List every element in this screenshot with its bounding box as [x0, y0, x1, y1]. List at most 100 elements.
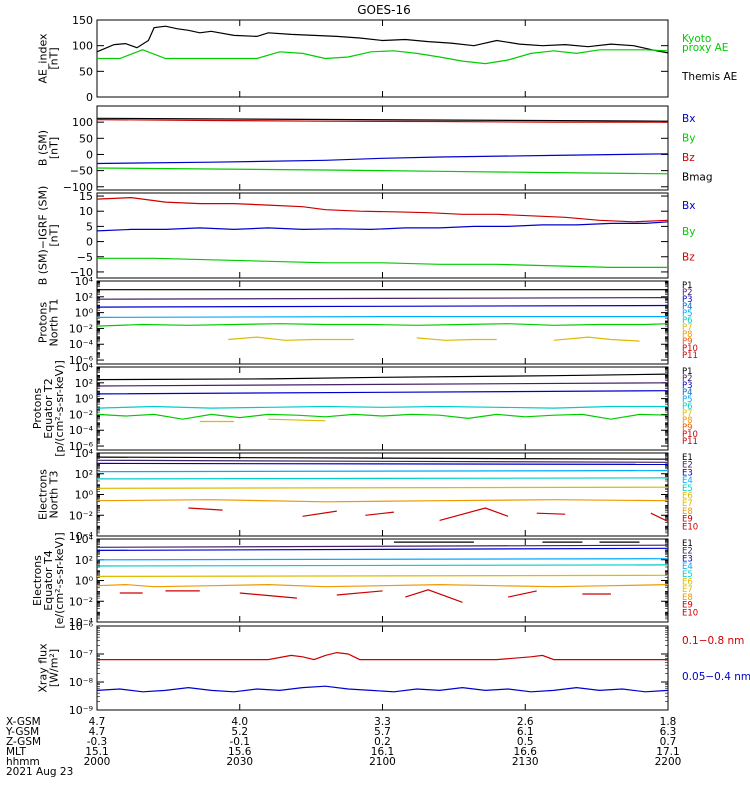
- y-tick-label: 10⁻²: [69, 509, 93, 522]
- data-series-line: [96, 297, 669, 300]
- legend-entry: 0.1−0.8 nm: [682, 635, 744, 647]
- legend-entry: P3: [682, 295, 693, 305]
- data-series-line: [96, 405, 668, 409]
- legend-entry: Bz: [682, 152, 695, 164]
- data-series-line: [96, 499, 669, 503]
- y-tick-label: 10⁴: [75, 447, 94, 460]
- data-series-line: [96, 373, 669, 381]
- y-tick-label: −100: [63, 181, 93, 194]
- y-tick-label: 50: [79, 132, 93, 145]
- data-series-line: [96, 323, 669, 327]
- legend-entry: E9: [682, 515, 693, 525]
- y-tick-label: 10⁴: [75, 361, 94, 374]
- legend-entry: E6: [682, 578, 693, 588]
- legend-entry: Bx: [682, 200, 695, 212]
- y-tick-label: −50: [70, 165, 93, 178]
- footer-value: 0.2: [374, 736, 391, 748]
- y-axis-label: B (SM): [37, 130, 50, 166]
- y-tick-label: 10⁰: [75, 393, 94, 406]
- legend-entry: Kyoto: [682, 33, 711, 45]
- y-tick-label: 10⁰: [75, 307, 94, 320]
- footer-value: 2.6: [517, 716, 534, 728]
- y-tick-label: 10²: [75, 377, 93, 390]
- y-tick-label: 0: [86, 91, 93, 104]
- data-series-line: [302, 510, 337, 517]
- y-tick-label: 10²: [75, 291, 93, 304]
- y-axis-label: Protons: [31, 388, 44, 429]
- footer-value: 2030: [226, 756, 253, 768]
- y-axis-label: Xray flux: [37, 643, 50, 693]
- legend-entry: E8: [682, 593, 693, 603]
- legend-entry: E7: [682, 499, 693, 509]
- legend-entry: E9: [682, 601, 693, 611]
- y-axis-label: [W/m²]: [48, 649, 61, 687]
- data-series-line: [96, 477, 669, 480]
- data-series-line: [96, 486, 669, 489]
- y-axis-label: AE_index: [37, 33, 50, 84]
- y-tick-label: 100: [72, 40, 93, 53]
- data-series-line: [416, 337, 497, 341]
- y-tick-label: 10⁻²: [69, 322, 93, 335]
- data-series-line: [96, 117, 669, 122]
- data-series-line: [96, 583, 669, 588]
- y-tick-label: 10²: [75, 554, 93, 567]
- data-series-line: [336, 590, 383, 596]
- date-label: 2021 Aug 23: [6, 766, 73, 778]
- y-axis-label: [p/(cm²-s-sr-keV)]: [53, 360, 66, 457]
- data-series-line: [96, 25, 669, 54]
- footer-value: 6.3: [660, 726, 677, 738]
- y-tick-label: 10⁻²: [69, 408, 93, 421]
- y-tick-label: 10⁴: [75, 275, 94, 288]
- y-axis-label: Electrons: [31, 555, 44, 606]
- legend-entry: P1: [682, 367, 693, 377]
- data-series-line: [96, 153, 669, 165]
- data-series-line: [553, 336, 640, 342]
- legend-entry: P9: [682, 337, 693, 347]
- data-series-line: [96, 316, 668, 318]
- data-series-line: [439, 507, 509, 521]
- y-tick-label: 5: [86, 220, 93, 233]
- legend-entry: E10: [682, 608, 698, 618]
- y-axis-label: [e/(cm²-s-sr-keV)]: [53, 532, 66, 628]
- data-series-line: [507, 590, 537, 598]
- footer-value: 6.1: [517, 726, 534, 738]
- data-series-line: [536, 512, 566, 515]
- y-tick-label: −5: [77, 251, 93, 264]
- legend-entry: P8: [682, 330, 693, 340]
- data-series-line: [96, 462, 669, 465]
- y-axis-label: [nT]: [48, 47, 61, 69]
- data-series-line: [97, 651, 668, 661]
- footer-value: 4.7: [89, 716, 106, 728]
- legend-entry: P4: [682, 388, 693, 398]
- legend-entry: Bmag: [682, 172, 713, 184]
- legend-entry: Themis AE: [681, 71, 737, 83]
- data-series-line: [268, 418, 326, 422]
- legend-entry: P11: [682, 351, 698, 361]
- data-series-line: [96, 564, 669, 567]
- data-series-line: [96, 196, 669, 223]
- legend-entry: P11: [682, 437, 698, 447]
- data-series-line: [96, 685, 669, 693]
- legend-entry: E1: [682, 453, 693, 463]
- y-tick-label: 10⁻²: [69, 595, 93, 608]
- footer-value: 16.6: [514, 746, 538, 758]
- legend-entry: E2: [682, 461, 693, 471]
- footer-value: 2200: [655, 756, 682, 768]
- legend-entry: P2: [682, 374, 693, 384]
- data-series-line: [96, 574, 669, 578]
- data-series-line: [365, 511, 394, 516]
- y-tick-label: 150: [72, 14, 93, 27]
- footer-value: 0.7: [660, 736, 677, 748]
- y-tick-label: 0: [86, 236, 93, 249]
- y-axis-label: B (SM)−IGRF (SM): [37, 186, 50, 286]
- data-series-line: [96, 304, 669, 308]
- footer-row-label: Z-GSM: [6, 736, 41, 748]
- data-series-line: [96, 544, 669, 548]
- footer-value: 3.3: [374, 716, 391, 728]
- footer-value: -0.1: [230, 736, 251, 748]
- y-tick-label: 10⁻⁴: [69, 424, 94, 437]
- legend-entry: E3: [682, 468, 693, 478]
- footer-value: 17.1: [656, 746, 679, 758]
- data-series-line: [96, 413, 669, 420]
- footer-row-label: X-GSM: [6, 716, 41, 728]
